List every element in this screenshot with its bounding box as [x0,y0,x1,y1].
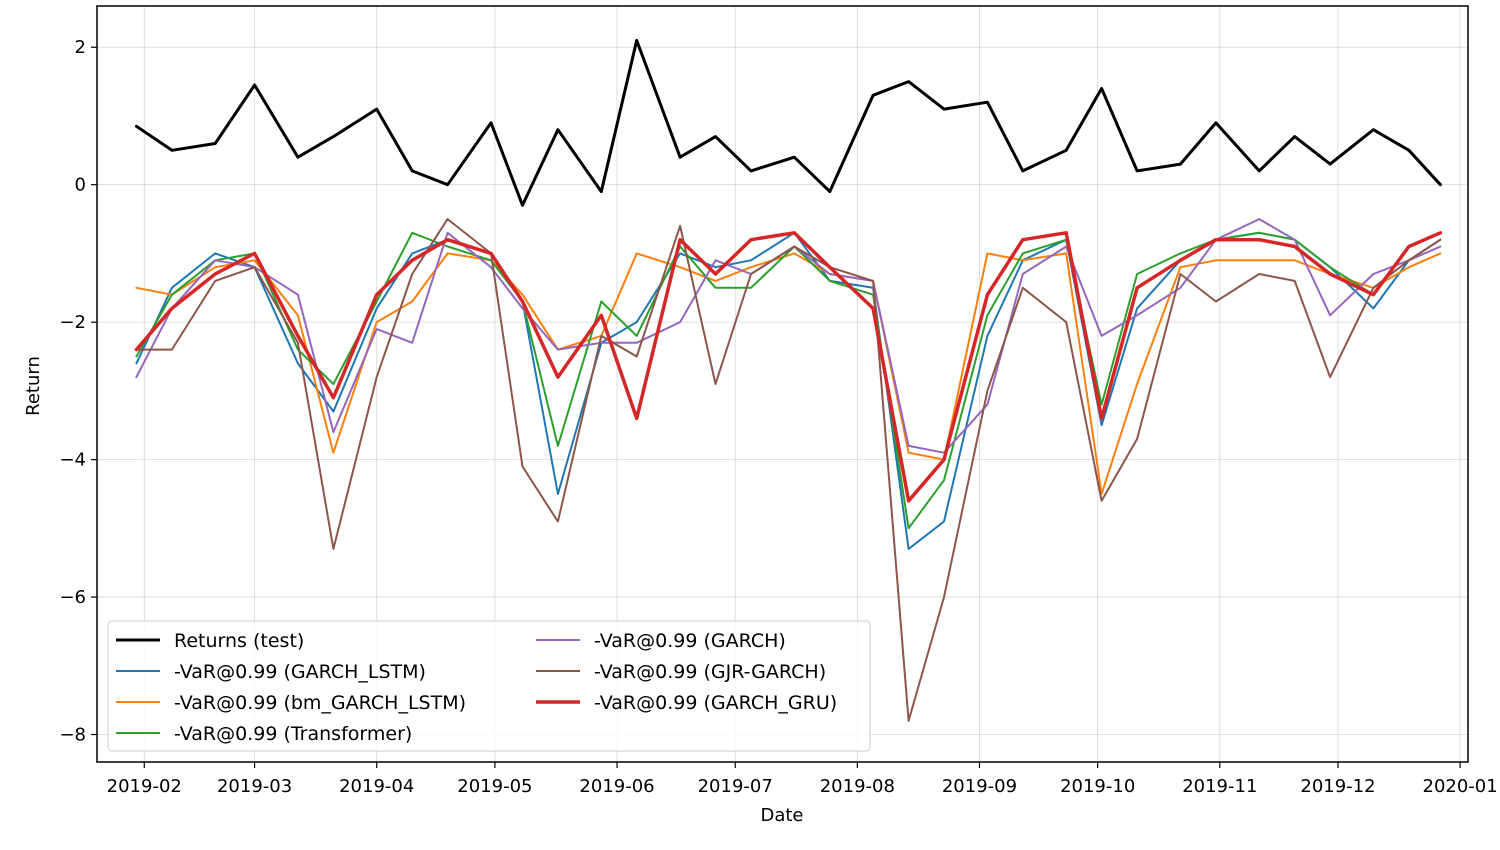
series-group [134,38,1443,722]
y-tick-label: −6 [59,587,86,608]
legend-label: -VaR@0.99 (GARCH) [594,630,786,652]
x-tick-label: 2019-03 [217,776,292,797]
axes: 2019-02 2019-03 2019-04 2019-05 2019-06 2019-… [59,37,1497,797]
legend-label: -VaR@0.99 (bm_GARCH_LSTM) [174,692,466,714]
y-tick-label: −4 [59,450,86,471]
x-tick-label: 2019-10 [1060,776,1135,797]
y-tick-label: 0 [75,175,86,196]
y-axis-title: Return [23,356,44,416]
x-tick-label: 2019-11 [1182,776,1257,797]
series-line-6 [134,231,1443,503]
legend-label: Returns (test) [174,630,304,652]
legend-label: -VaR@0.99 (GJR-GARCH) [594,661,826,683]
x-tick-label: 2019-05 [457,776,532,797]
plot-frame [96,5,1469,763]
y-tick-label: −2 [59,312,86,333]
legend-label: -VaR@0.99 (Transformer) [174,723,412,745]
x-tick-label: 2019-06 [579,776,654,797]
x-tick-label: 2019-04 [339,776,414,797]
grid [97,6,1468,762]
legend-label: -VaR@0.99 (GARCH_GRU) [594,692,837,714]
legend: Returns (test) -VaR@0.99 (GARCH_LSTM) -VaR… [107,620,871,752]
legend-box [107,620,871,752]
y-tick-label: 2 [75,37,86,58]
x-tick-label: 2019-08 [820,776,895,797]
x-axis-title: Date [760,805,803,826]
x-tick-label: 2020-01 [1423,776,1498,797]
series-line-0 [134,38,1442,207]
x-tick-label: 2019-12 [1300,776,1375,797]
x-tick-label: 2019-02 [107,776,182,797]
y-tick-label: −8 [59,725,86,746]
legend-label: -VaR@0.99 (GARCH_LSTM) [174,661,426,683]
series-line-5 [135,218,1442,722]
x-tick-label: 2019-07 [698,776,773,797]
x-tick-label: 2019-09 [942,776,1017,797]
